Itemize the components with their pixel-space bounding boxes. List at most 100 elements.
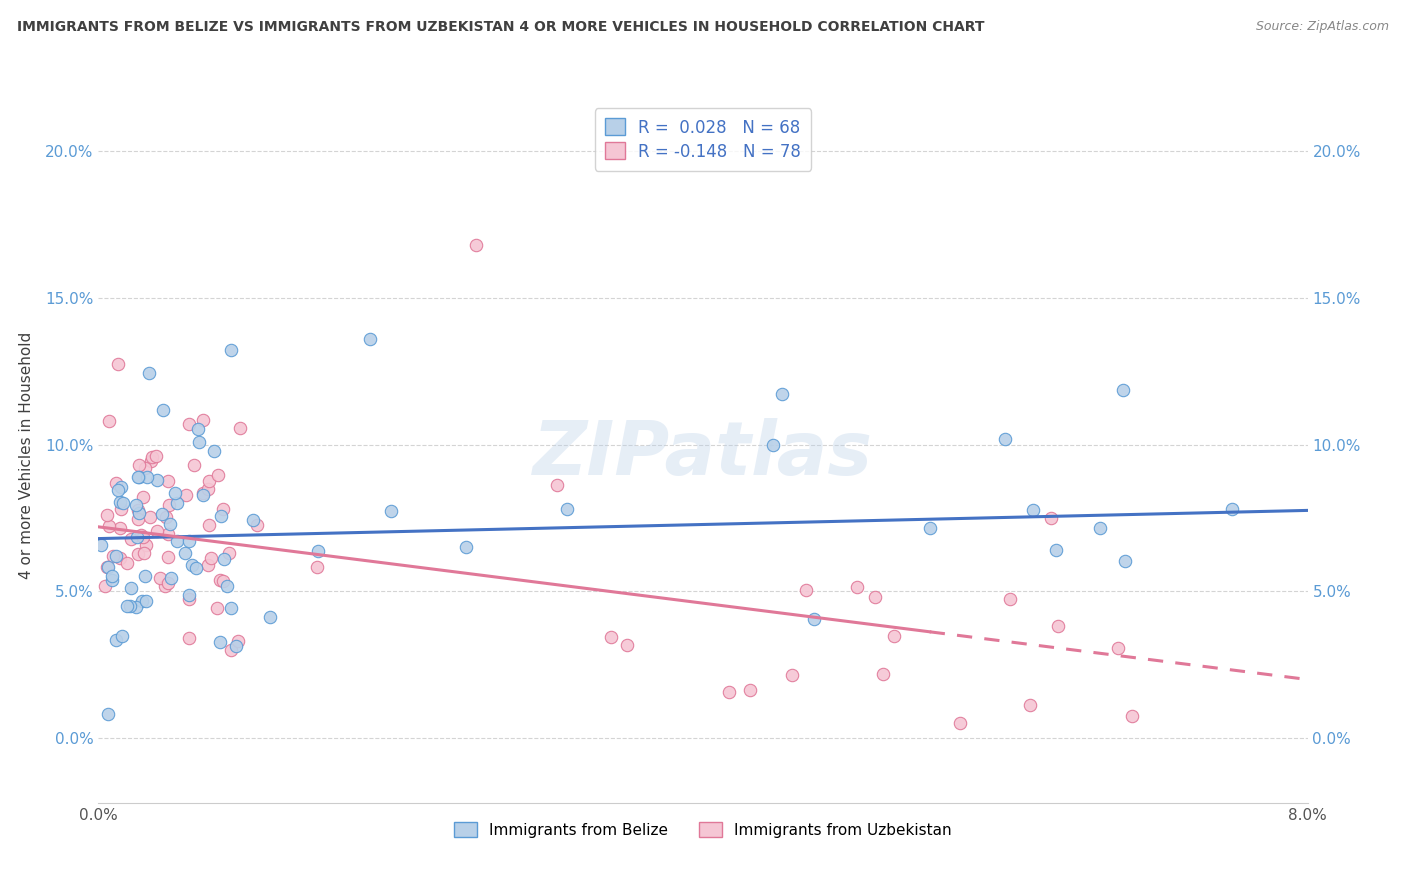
Point	[998, 592, 1021, 607]
Point	[139, 509, 162, 524]
Point	[120, 599, 142, 613]
Point	[146, 524, 169, 538]
Point	[127, 547, 149, 561]
Point	[115, 599, 138, 613]
Point	[380, 504, 402, 518]
Point	[141, 450, 163, 464]
Point	[1088, 521, 1111, 535]
Point	[197, 482, 219, 496]
Point	[166, 496, 188, 510]
Point	[131, 594, 153, 608]
Point	[184, 561, 207, 575]
Point	[120, 532, 142, 546]
Point	[872, 667, 894, 681]
Point	[128, 470, 150, 484]
Point	[188, 435, 211, 450]
Point	[949, 716, 972, 731]
Point	[212, 574, 235, 588]
Point	[360, 332, 382, 346]
Point	[246, 518, 269, 533]
Point	[108, 520, 131, 534]
Point	[205, 601, 228, 615]
Point	[105, 549, 128, 563]
Point	[187, 422, 209, 436]
Point	[209, 635, 232, 649]
Point	[740, 683, 762, 698]
Point	[105, 633, 128, 648]
Point	[141, 453, 163, 467]
Text: Source: ZipAtlas.com: Source: ZipAtlas.com	[1256, 20, 1389, 33]
Point	[181, 558, 204, 573]
Point	[128, 458, 150, 473]
Point	[1114, 554, 1136, 568]
Point	[149, 571, 172, 585]
Point	[104, 475, 127, 490]
Point	[219, 600, 242, 615]
Point	[107, 483, 129, 497]
Point	[110, 480, 132, 494]
Point	[305, 559, 328, 574]
Point	[616, 639, 638, 653]
Point	[229, 421, 252, 435]
Point	[219, 643, 242, 657]
Point	[101, 574, 124, 588]
Point	[1046, 619, 1069, 633]
Point	[145, 449, 167, 463]
Point	[174, 546, 197, 560]
Point	[1220, 502, 1243, 516]
Point	[555, 502, 578, 516]
Point	[209, 573, 232, 587]
Point	[127, 502, 149, 516]
Y-axis label: 4 or more Vehicles in Household: 4 or more Vehicles in Household	[20, 331, 34, 579]
Point	[183, 458, 205, 473]
Point	[454, 540, 477, 554]
Point	[218, 546, 240, 560]
Point	[120, 581, 142, 595]
Point	[193, 485, 215, 500]
Point	[146, 473, 169, 487]
Point	[125, 498, 148, 512]
Point	[718, 685, 741, 699]
Point	[132, 490, 155, 504]
Point	[1022, 503, 1045, 517]
Point	[212, 552, 235, 566]
Point	[174, 487, 197, 501]
Point	[97, 414, 120, 428]
Point	[127, 512, 149, 526]
Point	[215, 579, 238, 593]
Text: ZIPatlas: ZIPatlas	[533, 418, 873, 491]
Point	[150, 507, 173, 521]
Point	[994, 432, 1017, 446]
Point	[156, 475, 179, 489]
Point	[197, 558, 219, 573]
Point	[128, 506, 150, 520]
Point	[259, 610, 281, 624]
Point	[179, 592, 201, 607]
Point	[191, 412, 214, 426]
Point	[127, 469, 149, 483]
Point	[97, 559, 120, 574]
Point	[308, 544, 330, 558]
Point	[96, 559, 118, 574]
Point	[165, 486, 187, 500]
Point	[156, 527, 179, 541]
Point	[1111, 383, 1133, 397]
Point	[202, 444, 225, 458]
Point	[198, 517, 221, 532]
Point	[465, 238, 488, 252]
Point	[226, 634, 249, 648]
Point	[98, 519, 121, 533]
Point	[794, 583, 817, 598]
Point	[125, 600, 148, 615]
Point	[97, 706, 120, 721]
Point	[1107, 640, 1129, 655]
Point	[135, 538, 157, 552]
Point	[135, 594, 157, 608]
Point	[101, 569, 124, 583]
Point	[219, 343, 242, 358]
Point	[599, 631, 621, 645]
Point	[770, 387, 793, 401]
Point	[110, 502, 132, 516]
Point	[200, 551, 222, 566]
Point	[1039, 511, 1062, 525]
